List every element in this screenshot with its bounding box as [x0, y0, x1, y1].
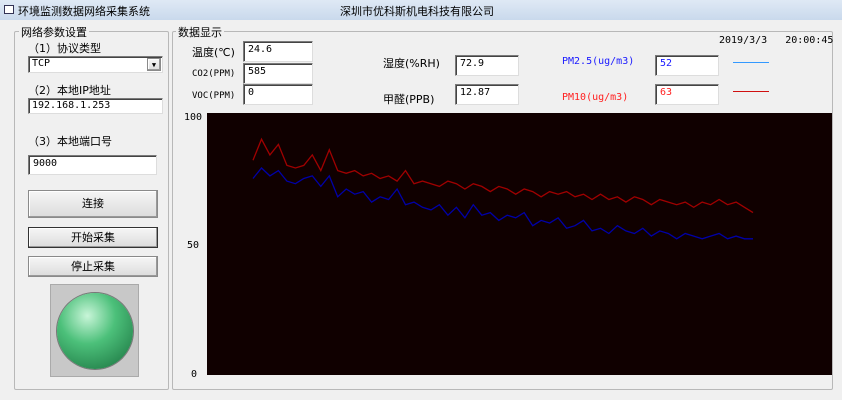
pm10-value[interactable]: 63 — [655, 84, 719, 105]
pm25-value[interactable]: 52 — [655, 55, 719, 76]
voc-value[interactable]: 0 — [243, 84, 313, 105]
temp-label: 温度(℃) — [192, 46, 235, 59]
network-settings-label: 网络参数设置 — [19, 24, 89, 40]
port-input[interactable]: 9000 — [28, 155, 157, 175]
co2-label: CO2(PPM) — [192, 69, 236, 79]
datetime: 2019/3/3 20:00:45 — [719, 35, 834, 46]
connect-button[interactable]: 连接 — [28, 190, 158, 218]
ip-label: （2）本地IP地址 — [28, 84, 111, 97]
status-light-icon — [57, 293, 133, 369]
series-line-2 — [252, 167, 753, 240]
pm10-legend-line — [733, 91, 769, 92]
title-bar: 环境监测数据网络采集系统 深圳市优科斯机电科技有限公司 — [0, 0, 842, 20]
y-tick-50: 50 — [187, 240, 200, 251]
y-tick-100: 100 — [184, 112, 203, 123]
app-icon — [4, 5, 14, 14]
protocol-select[interactable]: TCP ▼ — [28, 56, 163, 73]
stop-collect-button[interactable]: 停止采集 — [28, 256, 158, 277]
start-collect-button[interactable]: 开始采集 — [28, 227, 158, 248]
series-line-1 — [252, 137, 754, 214]
chevron-down-icon[interactable]: ▼ — [147, 58, 161, 71]
formaldehyde-value[interactable]: 12.87 — [455, 84, 519, 105]
status-indicator-panel — [50, 284, 139, 377]
pm25-legend-line — [733, 62, 769, 63]
data-display-group — [172, 31, 833, 390]
voc-label: VOC(PPM) — [192, 91, 236, 101]
window-title: 环境监测数据网络采集系统 — [18, 5, 150, 18]
formaldehyde-label: 甲醛(PPB) — [383, 93, 435, 106]
protocol-value: TCP — [32, 58, 51, 69]
company-name: 深圳市优科斯机电科技有限公司 — [340, 5, 494, 18]
y-tick-0: 0 — [191, 369, 198, 380]
network-settings-group — [14, 31, 169, 390]
line-chart — [207, 113, 832, 375]
humidity-label: 湿度(%RH) — [383, 57, 440, 70]
ip-input[interactable]: 192.168.1.253 — [28, 98, 163, 114]
port-label: （3）本地端口号 — [28, 135, 112, 148]
pm25-label: PM2.5(ug/m3) — [562, 56, 635, 67]
data-display-label: 数据显示 — [176, 24, 224, 40]
pm10-label: PM10(ug/m3) — [562, 92, 629, 103]
temp-value[interactable]: 24.6 — [243, 41, 313, 62]
protocol-label: （1）协议类型 — [28, 42, 101, 55]
humidity-value[interactable]: 72.9 — [455, 55, 519, 76]
co2-value[interactable]: 585 — [243, 63, 313, 84]
